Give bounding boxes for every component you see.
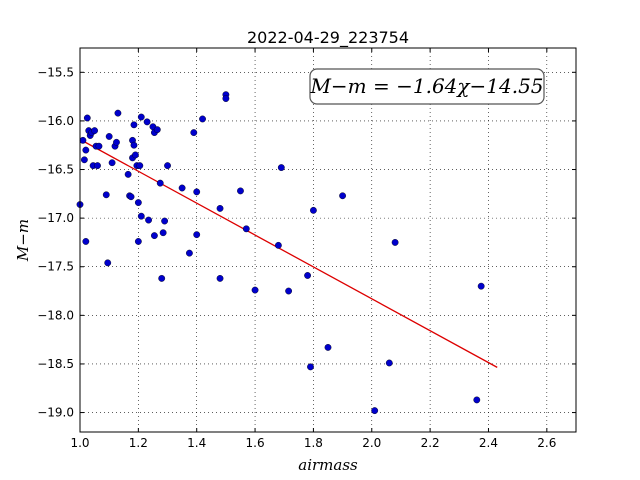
data-point	[473, 396, 481, 404]
fit-line	[79, 138, 498, 368]
y-tick-label: −18.5	[37, 357, 74, 371]
data-point	[143, 118, 151, 126]
data-point	[161, 217, 169, 225]
data-point	[477, 282, 485, 290]
data-point	[108, 159, 116, 167]
data-point	[153, 126, 161, 134]
data-point	[193, 231, 201, 239]
data-point	[113, 138, 120, 146]
data-point	[371, 407, 379, 415]
data-point	[251, 286, 259, 294]
data-point	[324, 344, 332, 351]
x-tick-label: 2.0	[362, 436, 381, 450]
data-point	[277, 164, 285, 171]
data-point	[158, 274, 166, 282]
data-point	[164, 162, 171, 170]
data-point	[307, 363, 314, 371]
data-point	[130, 121, 138, 129]
data-point	[82, 146, 90, 154]
data-point	[199, 115, 206, 123]
y-tick-label: −18.0	[37, 308, 74, 322]
data-point	[104, 259, 112, 267]
data-point	[82, 238, 90, 245]
x-tick-label: 2.6	[537, 436, 556, 450]
x-tick-label: 1.2	[129, 436, 148, 450]
data-point	[150, 232, 158, 240]
data-point	[385, 359, 393, 367]
data-point	[391, 239, 399, 246]
x-tick-label: 2.2	[421, 436, 440, 450]
data-point	[242, 225, 250, 233]
fit-equation-text: M−m = −1.64χ−14.55	[309, 74, 543, 98]
chart-title: 2022-04-29_223754	[247, 28, 409, 48]
data-point	[178, 184, 186, 192]
data-point	[237, 187, 244, 195]
data-point	[132, 151, 139, 159]
x-tick-label: 1.4	[187, 436, 206, 450]
fit-equation-annotation: M−m = −1.64χ−14.55	[309, 68, 545, 105]
data-point	[127, 193, 135, 201]
data-point	[134, 199, 142, 206]
data-point	[216, 274, 224, 282]
data-point	[83, 114, 91, 122]
data-point	[134, 238, 142, 245]
x-tick-label: 1.0	[70, 436, 89, 450]
data-points	[76, 91, 485, 415]
data-point	[310, 206, 317, 214]
data-point	[137, 113, 145, 121]
x-axis-label: airmass	[298, 456, 358, 474]
data-point	[94, 162, 101, 170]
y-tick-label: −17.0	[37, 211, 74, 225]
data-point	[274, 241, 282, 249]
data-point	[136, 162, 144, 170]
data-point	[145, 216, 152, 224]
data-point	[222, 95, 230, 102]
grid	[79, 48, 576, 432]
y-tick-label: −19.0	[37, 406, 74, 420]
data-point	[105, 133, 113, 140]
data-point	[159, 229, 167, 237]
data-point	[190, 129, 198, 136]
x-tick-label: 1.8	[304, 436, 323, 450]
x-tick-label: 2.4	[479, 436, 498, 450]
data-point	[95, 142, 103, 150]
y-tick-label: −16.0	[37, 114, 74, 128]
x-tick-label: 1.6	[246, 436, 265, 450]
data-point	[156, 179, 164, 187]
y-tick-label: −16.5	[37, 163, 74, 177]
data-point	[102, 191, 110, 199]
data-point	[80, 156, 88, 164]
data-point	[186, 249, 193, 257]
axis-ticks: 1.0 1.2 1.4 1.6 1.8 2.0 2.2 2.4 2.6 −15.5 −16.0 −16…	[37, 48, 576, 450]
data-point	[124, 170, 132, 178]
y-axis-label: M−m	[14, 219, 32, 262]
data-point	[114, 109, 122, 117]
data-point	[137, 212, 145, 220]
data-point	[339, 192, 346, 200]
data-point	[193, 188, 201, 196]
plot-frame	[79, 47, 577, 433]
data-point	[130, 141, 138, 149]
data-point	[285, 287, 293, 295]
data-point	[91, 127, 98, 135]
data-point	[216, 205, 224, 212]
y-tick-label: −17.5	[37, 260, 74, 274]
y-tick-label: −15.5	[37, 65, 74, 79]
data-point	[304, 272, 311, 279]
fit-line-segment	[79, 138, 498, 368]
data-point	[79, 136, 87, 144]
